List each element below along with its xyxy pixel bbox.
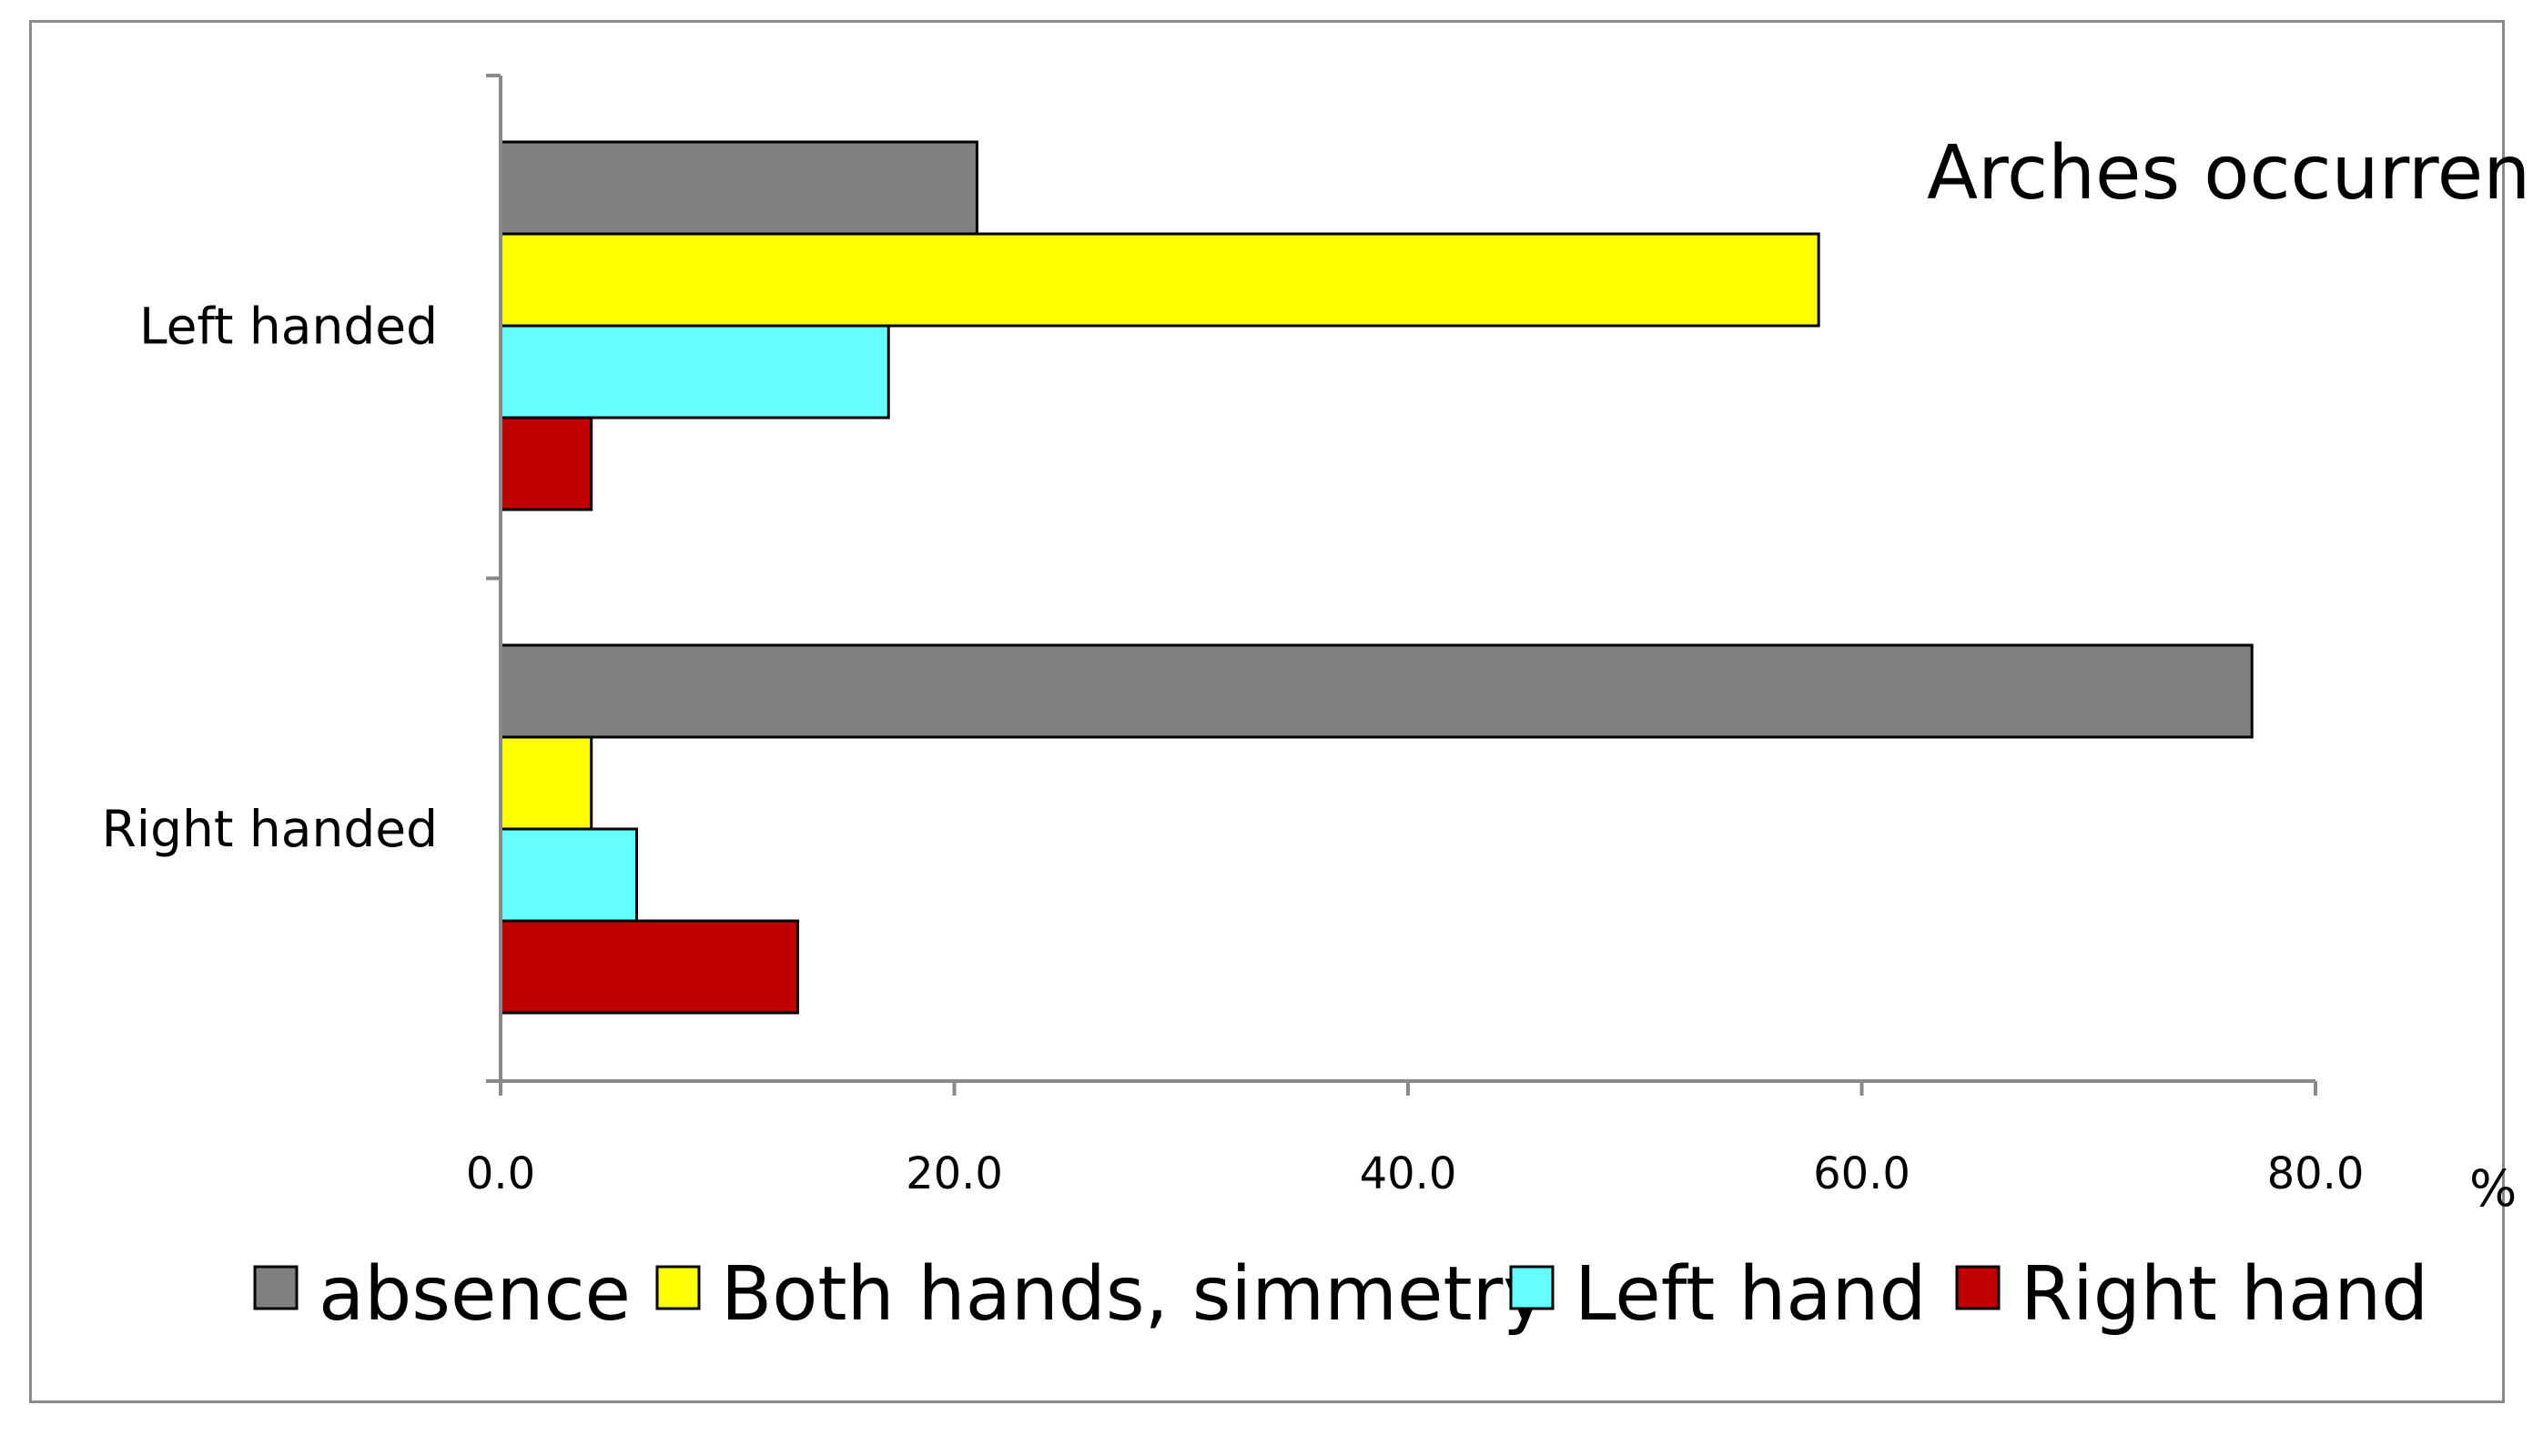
category-label-left-handed: Left handed [139,297,438,355]
bar-right-handed-left-hand [499,827,639,923]
legend-label-both-hands-simmetry: Both hands, simmetry [721,1251,1547,1338]
legend-swatch-right-hand [1955,1265,2001,1310]
x-tick-label: 0.0 [466,1148,535,1199]
bar-right-handed-right-hand [499,919,800,1015]
legend-label-absence: absence [319,1251,631,1338]
bar-chart: Arches occurrence % Left handed Right han… [102,74,2533,1338]
category-label-right-handed: Right handed [102,800,438,858]
x-tick-label: 40.0 [1360,1148,1457,1199]
bar-left-handed-both-hands-simmetry [499,232,1820,328]
bar-right-handed-both-hands-simmetry [499,735,593,831]
bar-left-handed-absence [499,140,978,236]
bar-right-handed-absence [499,643,2254,739]
legend-swatch-absence [253,1265,299,1310]
bar-left-handed-left-hand [499,324,890,420]
chart-frame: Arches occurrence % Left handed Right han… [29,20,2533,1403]
legend-swatch-both-hands-simmetry [655,1265,701,1310]
x-axis-unit-label: % [2469,1159,2517,1218]
x-tick-label: 60.0 [1813,1148,1910,1199]
chart-title: Arches occurrence [1927,130,2533,217]
legend-label-right-hand: Right hand [2021,1251,2428,1338]
legend-label-left-hand: Left hand [1575,1251,1927,1338]
legend-swatch-left-hand [1509,1265,1555,1310]
bar-left-handed-right-hand [499,416,593,511]
x-tick-label: 80.0 [2267,1148,2365,1199]
x-tick-label: 20.0 [906,1148,1003,1199]
